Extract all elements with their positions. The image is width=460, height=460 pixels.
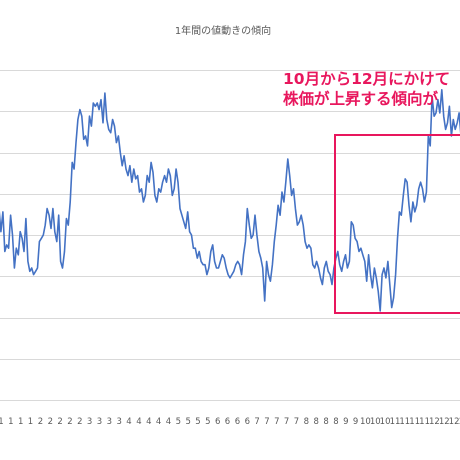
x-tick-label: 3 — [116, 417, 121, 427]
gridlines — [0, 70, 460, 401]
x-tick-label: 6 — [245, 417, 250, 427]
x-tick-label: 7 — [264, 417, 269, 427]
x-tick-label: 1 — [18, 417, 23, 427]
x-tick-label: 2 — [67, 417, 72, 427]
x-tick-label: 5 — [185, 417, 190, 427]
x-tick-label: 1 — [8, 417, 13, 427]
series-line — [0, 89, 460, 312]
x-tick-label: 4 — [156, 417, 161, 427]
x-tick-label: 12 — [458, 417, 460, 427]
x-tick-label: 7 — [294, 417, 299, 427]
x-tick-label: 1 — [0, 417, 4, 427]
x-tick-label: 9 — [343, 417, 348, 427]
x-axis-ticks: 1 1 1 1 2 2 2 2 2 3 3 3 3 4 4 4 4 4 5 5 5 5 6 6 6 6 7 7 7 7 7 8 8 8 8 9 9 10 1… — [0, 417, 460, 427]
x-tick-label: 6 — [225, 417, 230, 427]
x-tick-label: 7 — [254, 417, 259, 427]
x-tick-label: 12 — [439, 417, 450, 427]
x-tick-label: 8 — [304, 417, 309, 427]
x-tick-label: 4 — [126, 417, 131, 427]
x-tick-label: 7 — [274, 417, 279, 427]
x-tick-label: 11 — [409, 417, 420, 427]
x-tick-label: 2 — [48, 417, 53, 427]
x-tick-label: 7 — [284, 417, 289, 427]
x-tick-label: 3 — [107, 417, 112, 427]
x-tick-label: 5 — [176, 417, 181, 427]
x-tick-label: 8 — [323, 417, 328, 427]
x-tick-label: 2 — [77, 417, 82, 427]
x-tick-label: 1 — [28, 417, 33, 427]
x-tick-label: 10 — [380, 417, 391, 427]
x-tick-label: 11 — [419, 417, 430, 427]
x-tick-label: 2 — [57, 417, 62, 427]
x-tick-label: 3 — [97, 417, 102, 427]
x-tick-label: 4 — [166, 417, 171, 427]
highlight-box — [334, 134, 460, 314]
x-tick-label: 8 — [313, 417, 318, 427]
series-layer — [0, 89, 460, 312]
x-tick-label: 2 — [38, 417, 43, 427]
annotation-line-2: 株価が上昇する傾向が — [283, 89, 439, 108]
x-tick-label: 5 — [195, 417, 200, 427]
x-tick-label: 11 — [390, 417, 401, 427]
x-tick-label: 6 — [235, 417, 240, 427]
x-tick-label: 6 — [215, 417, 220, 427]
x-tick-label: 4 — [146, 417, 151, 427]
x-tick-label: 12 — [449, 417, 460, 427]
x-tick-label: 9 — [353, 417, 358, 427]
x-tick-label: 12 — [429, 417, 440, 427]
chart-title: 1年間の値動きの傾向 — [175, 24, 271, 37]
x-tick-label: 3 — [87, 417, 92, 427]
x-tick-label: 8 — [333, 417, 338, 427]
x-tick-label: 10 — [360, 417, 371, 427]
x-tick-label: 11 — [399, 417, 410, 427]
annotation-line-1: 10月から12月にかけて — [283, 70, 450, 88]
x-tick-label: 5 — [205, 417, 210, 427]
x-tick-label: 4 — [136, 417, 141, 427]
x-tick-label: 10 — [370, 417, 381, 427]
